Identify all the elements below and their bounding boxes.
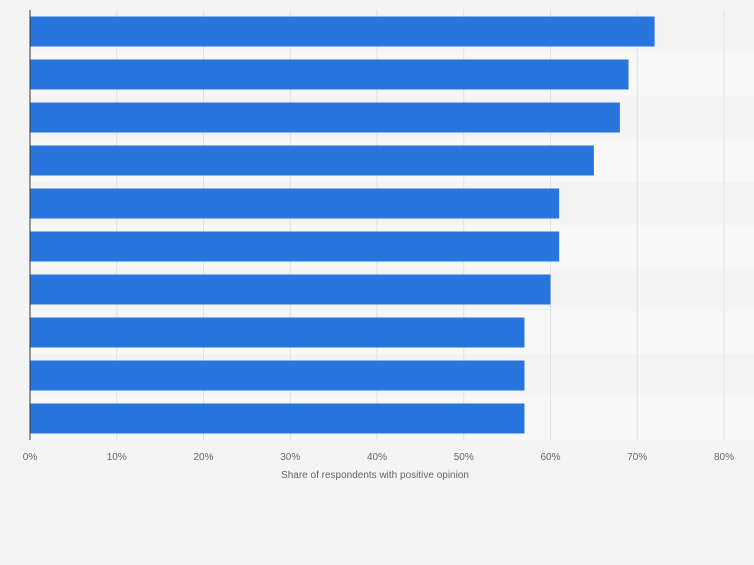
- x-tick-label: 0%: [23, 452, 38, 463]
- bar[interactable]: [30, 59, 629, 90]
- x-tick-label: 70%: [627, 452, 647, 463]
- x-axis-title: Share of respondents with positive opini…: [281, 470, 469, 481]
- x-axis-ticks: 0% 10% 20% 30% 40% 50% 60% 70% 80%: [23, 452, 734, 463]
- bar[interactable]: [30, 102, 620, 133]
- x-tick-label: 30%: [280, 452, 300, 463]
- x-tick-label: 50%: [454, 452, 474, 463]
- bar[interactable]: [30, 360, 525, 391]
- x-tick-label: 20%: [193, 452, 213, 463]
- x-tick-label: 60%: [540, 452, 560, 463]
- bar[interactable]: [30, 231, 560, 262]
- bar[interactable]: [30, 274, 551, 305]
- bar[interactable]: [30, 16, 655, 47]
- x-tick-label: 10%: [107, 452, 127, 463]
- x-tick-label: 40%: [367, 452, 387, 463]
- bars: [30, 16, 655, 434]
- x-tick-label: 80%: [714, 452, 734, 463]
- bar[interactable]: [30, 188, 560, 219]
- bar[interactable]: [30, 317, 525, 348]
- bar[interactable]: [30, 145, 594, 176]
- bar[interactable]: [30, 403, 525, 434]
